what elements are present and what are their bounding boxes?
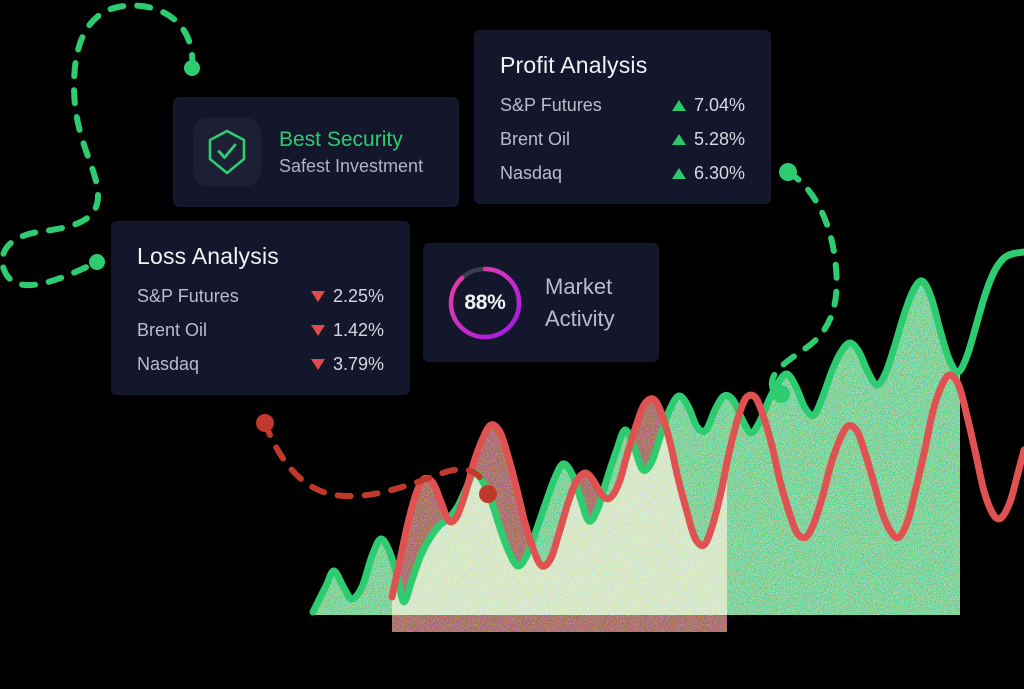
shield-badge	[193, 118, 261, 186]
connector-dot-start	[256, 414, 274, 432]
shield-check-icon	[208, 129, 246, 175]
connector-bottom-path	[262, 420, 491, 500]
market-title-line2: Activity	[545, 305, 615, 331]
row-percent: 5.28%	[693, 129, 745, 149]
donut-percent-label: 88%	[464, 290, 506, 314]
connector-dot-start	[779, 163, 797, 181]
table-row: S&P Futures 2.25%	[137, 286, 384, 307]
table-row: Nasdaq 3.79%	[137, 354, 384, 375]
triangle-down-icon	[310, 325, 325, 336]
row-value: 5.28%	[671, 129, 745, 150]
market-activity-card[interactable]: 88% Market Activity	[423, 243, 659, 362]
row-label: S&P Futures	[500, 95, 602, 115]
triangle-down-icon	[310, 291, 325, 302]
triangle-down-icon	[310, 359, 325, 370]
donut-chart-icon	[448, 266, 522, 339]
triangle-up-icon	[671, 168, 686, 179]
row-value: 3.79%	[310, 354, 384, 375]
market-activity-title: Market Activity	[545, 271, 615, 335]
triangle-up-icon	[671, 134, 686, 145]
table-row: Brent Oil 1.42%	[137, 320, 384, 341]
row-percent: 7.04%	[693, 95, 745, 115]
row-value: 2.25%	[310, 286, 384, 307]
security-text: Best Security Safest Investment	[279, 128, 423, 177]
security-subtitle: Safest Investment	[279, 155, 424, 176]
row-percent: 1.42%	[332, 320, 384, 340]
connector-top-left	[0, 2, 200, 289]
row-value: 6.30%	[671, 163, 745, 184]
security-title: Best Security	[279, 127, 403, 151]
best-security-card[interactable]: Best Security Safest Investment	[173, 97, 459, 207]
connector-dot-end	[772, 385, 790, 403]
market-title-line1: Market	[545, 273, 613, 299]
connector-dot-end	[89, 254, 105, 270]
connector-top-left-path	[0, 2, 196, 289]
row-label: S&P Futures	[137, 286, 239, 306]
profit-analysis-card[interactable]: Profit Analysis S&P Futures 7.04% Brent …	[474, 30, 771, 204]
row-label: Brent Oil	[137, 320, 208, 340]
loss-analysis-card[interactable]: Loss Analysis S&P Futures 2.25% Brent Oi…	[111, 221, 410, 395]
connector-dot-end	[479, 485, 497, 503]
profit-analysis-title: Profit Analysis	[500, 52, 648, 78]
row-label: Nasdaq	[137, 354, 200, 374]
row-label: Brent Oil	[500, 129, 571, 149]
row-percent: 3.79%	[332, 354, 384, 374]
triangle-up-icon	[671, 100, 686, 111]
row-value: 1.42%	[310, 320, 384, 341]
market-activity-donut: 88%	[445, 263, 525, 343]
row-percent: 2.25%	[332, 286, 384, 306]
connector-bottom	[256, 414, 497, 503]
table-row: Brent Oil 5.28%	[500, 129, 745, 150]
connector-right	[768, 163, 840, 403]
connector-right-path	[768, 169, 840, 397]
table-row: S&P Futures 7.04%	[500, 95, 745, 116]
row-value: 7.04%	[671, 95, 745, 116]
connector-dot-start	[184, 60, 200, 76]
losses-line	[388, 371, 1024, 601]
row-label: Nasdaq	[500, 163, 563, 183]
loss-analysis-title: Loss Analysis	[137, 243, 279, 269]
table-row: Nasdaq 6.30%	[500, 163, 745, 184]
row-percent: 6.30%	[693, 163, 745, 183]
